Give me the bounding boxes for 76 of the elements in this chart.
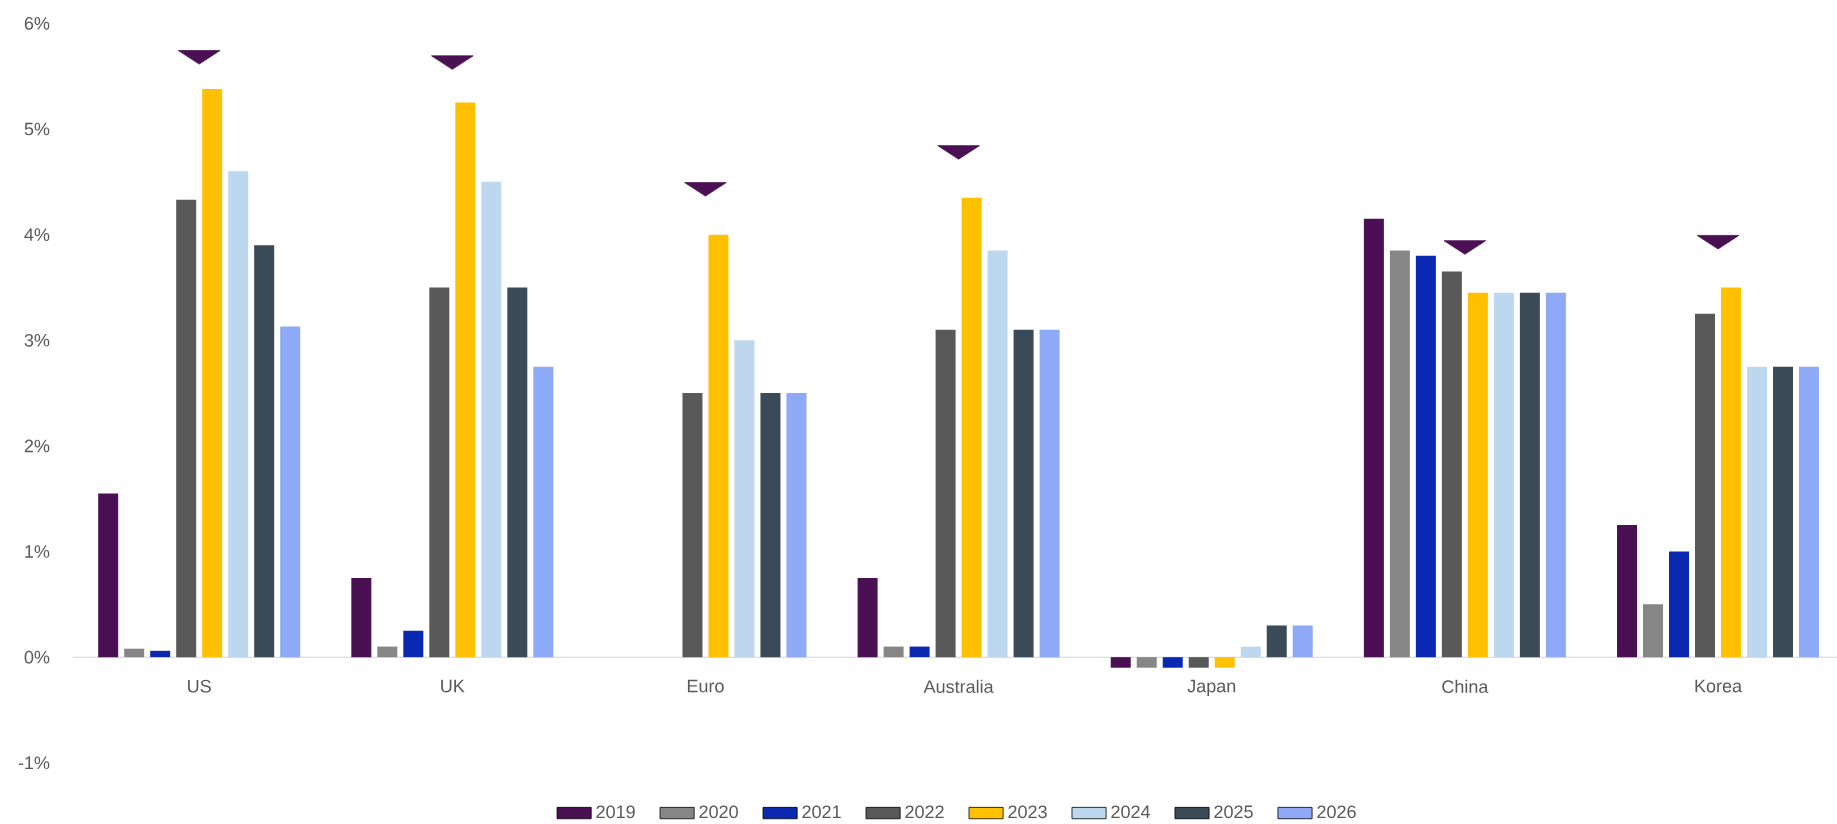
bar — [883, 646, 904, 658]
bar — [1773, 366, 1794, 658]
legend-label: 2020 — [699, 805, 738, 819]
bar — [176, 199, 197, 658]
y-tick-label: 2% — [24, 439, 50, 453]
bar — [1013, 329, 1034, 658]
bar — [1721, 287, 1742, 658]
bar — [1110, 657, 1131, 668]
bar — [1441, 271, 1462, 658]
bar — [1643, 604, 1664, 658]
bar — [682, 393, 703, 658]
bar — [1292, 625, 1313, 658]
bar — [403, 630, 424, 658]
bar — [1136, 657, 1157, 668]
bar — [507, 287, 528, 658]
x-tick-label: UK — [441, 679, 465, 693]
x-tick-label: Korea — [1695, 679, 1743, 693]
bar — [481, 181, 502, 658]
y-tick-label: 0% — [24, 650, 50, 664]
bar — [1162, 657, 1183, 668]
bar — [786, 393, 807, 658]
bar — [987, 250, 1008, 658]
bar — [98, 493, 119, 658]
y-tick-label: 6% — [24, 17, 50, 30]
legend-label: 2022 — [905, 805, 944, 819]
bar — [124, 648, 145, 658]
y-tick-label: 4% — [24, 228, 50, 241]
bar — [1363, 218, 1384, 658]
bar — [1545, 292, 1566, 658]
x-tick-label: Euro — [687, 679, 724, 693]
bar — [708, 234, 729, 658]
bar — [254, 245, 275, 658]
bar — [935, 329, 956, 658]
bar — [734, 340, 755, 658]
bar — [455, 102, 476, 658]
x-tick-label: China — [1442, 679, 1489, 694]
x-tick-label: Japan — [1187, 679, 1236, 696]
legend-label: 2023 — [1008, 805, 1047, 819]
bar — [1389, 250, 1410, 658]
y-tick-label: 5% — [24, 122, 50, 136]
x-tick-label: Australia — [923, 679, 994, 694]
legend-label: 2019 — [596, 805, 635, 819]
bar — [1493, 292, 1514, 658]
bar — [1467, 292, 1488, 658]
bar — [1799, 366, 1820, 658]
legend-label: 2021 — [802, 805, 841, 819]
bar — [429, 287, 450, 658]
bar — [351, 577, 372, 658]
bar — [1669, 551, 1690, 658]
x-tick-label: US — [188, 679, 211, 693]
legend-label: 2024 — [1111, 805, 1151, 819]
bar — [533, 366, 554, 658]
bar — [760, 393, 781, 658]
bar — [1617, 525, 1638, 658]
bar — [1039, 329, 1060, 658]
bar — [377, 646, 398, 658]
bar — [150, 650, 171, 658]
legend-label: 2025 — [1214, 805, 1253, 819]
bar — [1214, 657, 1235, 668]
bar — [228, 171, 249, 658]
bar — [280, 326, 301, 658]
bar — [1695, 313, 1716, 658]
bar — [1266, 625, 1287, 658]
bar — [1240, 646, 1261, 658]
bar — [961, 197, 982, 658]
y-tick-label: 1% — [25, 545, 50, 558]
bar — [1415, 255, 1436, 658]
bar — [909, 646, 930, 658]
bar — [1188, 657, 1209, 668]
bar — [1519, 292, 1540, 658]
bar — [202, 88, 223, 658]
y-tick-label: -1% — [18, 756, 50, 770]
bar — [857, 577, 878, 658]
bar — [1747, 366, 1768, 658]
legend-label: 2026 — [1317, 805, 1356, 819]
y-tick-label: 3% — [24, 333, 50, 347]
